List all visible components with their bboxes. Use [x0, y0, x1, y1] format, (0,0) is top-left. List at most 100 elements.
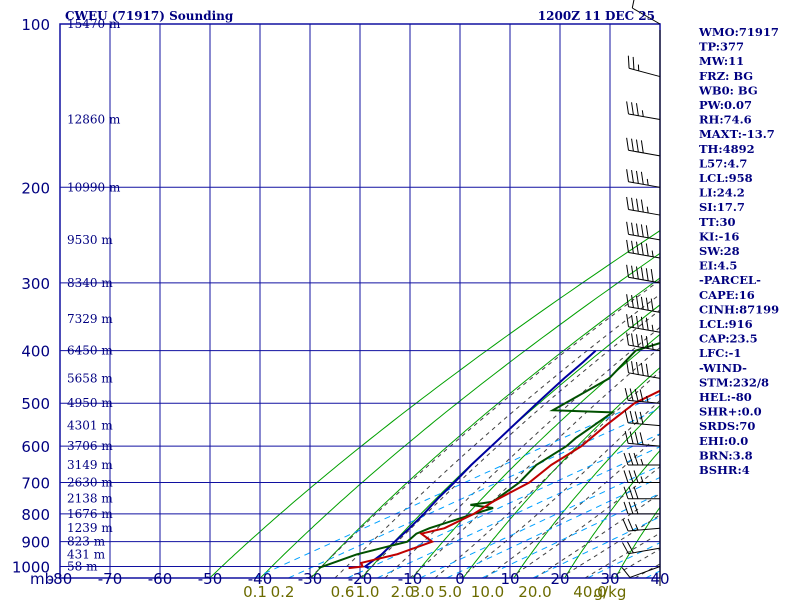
- index-entry: TT:30: [699, 215, 736, 229]
- index-entry: WMO:71917: [698, 25, 779, 39]
- wind-barb-feather: [635, 198, 639, 212]
- wind-barb-feather: [622, 519, 629, 532]
- parcel-trace: [363, 349, 597, 570]
- wind-barb-half-feather: [640, 458, 644, 466]
- index-entry: LFC:-1: [699, 346, 741, 360]
- wind-barb-feather: [639, 432, 644, 445]
- wind-barb-feather: [632, 56, 635, 70]
- wind-barb-feather: [635, 139, 639, 153]
- moist-adiabat: [484, 433, 660, 578]
- wind-barb-half-feather: [646, 395, 649, 403]
- index-entry: CAP:23.5: [699, 332, 758, 346]
- grid: [59, 23, 661, 579]
- height-label: 5658 m: [67, 371, 113, 385]
- wind-barb-feather: [624, 387, 629, 401]
- wind-barb-feather: [626, 221, 629, 235]
- wind-barb-feather: [635, 334, 639, 347]
- wind-barb-half-feather: [651, 250, 654, 257]
- mixing-ratio-label: 1.0: [356, 583, 380, 600]
- wind-barb-feather: [639, 389, 644, 402]
- index-entry: EI:4.5: [699, 259, 737, 273]
- wind-barb-feather: [626, 541, 634, 554]
- wind-barb-half-feather: [641, 110, 644, 117]
- wind-barb-staff: [628, 442, 661, 447]
- dry-adiabat: [209, 230, 660, 578]
- wind-barb-feather: [629, 410, 634, 424]
- wind-barb-feather: [626, 294, 629, 307]
- index-entry: TH:4892: [699, 142, 755, 156]
- wind-barb-staff: [628, 251, 661, 259]
- wind-barb-feather: [639, 411, 644, 425]
- moist-adiabat: [509, 465, 660, 578]
- wind-barb: [626, 196, 661, 216]
- wind-barb: [626, 239, 661, 259]
- temperature-tick-label: -50: [198, 570, 223, 588]
- wind-barb: [626, 169, 661, 188]
- index-entry: MW:11: [699, 54, 744, 68]
- pressure-tick-label: 900: [21, 534, 50, 552]
- wind-barb-feather: [627, 55, 630, 69]
- wind-barb-staff: [628, 306, 661, 313]
- temperature-trace: [348, 389, 660, 570]
- dry-adiabat: [614, 506, 660, 578]
- index-entry: CAPE:16: [699, 288, 755, 302]
- height-label: 8340 m: [67, 276, 113, 290]
- wind-barb-feather: [629, 431, 634, 444]
- index-entry: LCL:958: [699, 171, 753, 185]
- index-entry: STM:232/8: [699, 375, 769, 389]
- wind-barb-staff: [628, 113, 661, 121]
- wind-barb-feather: [640, 242, 644, 256]
- moist-adiabat: [334, 293, 660, 578]
- index-entry: KI:-16: [699, 229, 739, 243]
- mixing-ratio-line: [587, 542, 660, 578]
- wind-barb-staff: [632, 7, 661, 25]
- temperature-tick-label: -30: [298, 570, 323, 588]
- moist-adiabat: [309, 279, 660, 578]
- pressure-tick-label: 500: [21, 395, 50, 413]
- moist-adiabat: [459, 399, 660, 578]
- wind-barb-feather: [626, 196, 629, 210]
- profiles: [318, 342, 660, 570]
- mixing-ratio-label: 2.0: [391, 583, 415, 600]
- mixing-ratio-label: 3.0: [411, 583, 435, 600]
- mixing-ratio-line: [532, 516, 660, 578]
- temperature-tick-label: -10: [398, 570, 423, 588]
- wind-barb-feather: [621, 567, 631, 578]
- wind-barb: [623, 501, 660, 515]
- index-entry: CINH:87199: [699, 302, 779, 316]
- wind-barb-feather: [626, 169, 629, 182]
- index-entry: SI:17.7: [699, 200, 745, 214]
- wind-barb: [624, 430, 661, 447]
- height-label: 4301 m: [67, 419, 113, 433]
- wind-barb-staff: [628, 233, 661, 241]
- wind-barb-feather: [633, 470, 639, 483]
- wind-barb-feather: [633, 486, 639, 499]
- wind-barb-feather: [635, 315, 639, 329]
- wind-barb-feather: [640, 171, 644, 185]
- pressure-tick-label: 1000: [12, 559, 50, 577]
- wind-barb-feather: [628, 470, 634, 483]
- wind-barb-feather: [631, 138, 634, 152]
- mixing-ratio-label: 0.2: [271, 583, 295, 600]
- wind-barb-staff: [628, 422, 661, 427]
- moist-adiabat: [409, 346, 660, 578]
- height-labels: 15470 m 12860 m 10990 m 9530 m 8340 m 7329 m 6…: [67, 17, 121, 574]
- height-label: 9530 m: [67, 233, 113, 247]
- wind-barb-half-feather: [640, 476, 644, 483]
- background-lines: [209, 230, 660, 578]
- wind-barb-feather: [631, 265, 634, 279]
- wind-barb-feather: [645, 317, 649, 331]
- index-entry: L57:4.7: [699, 156, 747, 170]
- wind-barb-feather: [640, 335, 644, 348]
- wind-barb-staff: [628, 344, 661, 352]
- index-entry: HEL:-80: [699, 390, 752, 404]
- wind-barb-staff: [628, 527, 661, 532]
- index-entry: MAXT:-13.7: [699, 127, 775, 141]
- wind-barb-feather: [634, 411, 639, 424]
- wind-barb-feather: [635, 103, 639, 116]
- sounding-title: CWEU (71917) Sounding: [65, 9, 234, 23]
- wind-barb-feather: [631, 197, 634, 211]
